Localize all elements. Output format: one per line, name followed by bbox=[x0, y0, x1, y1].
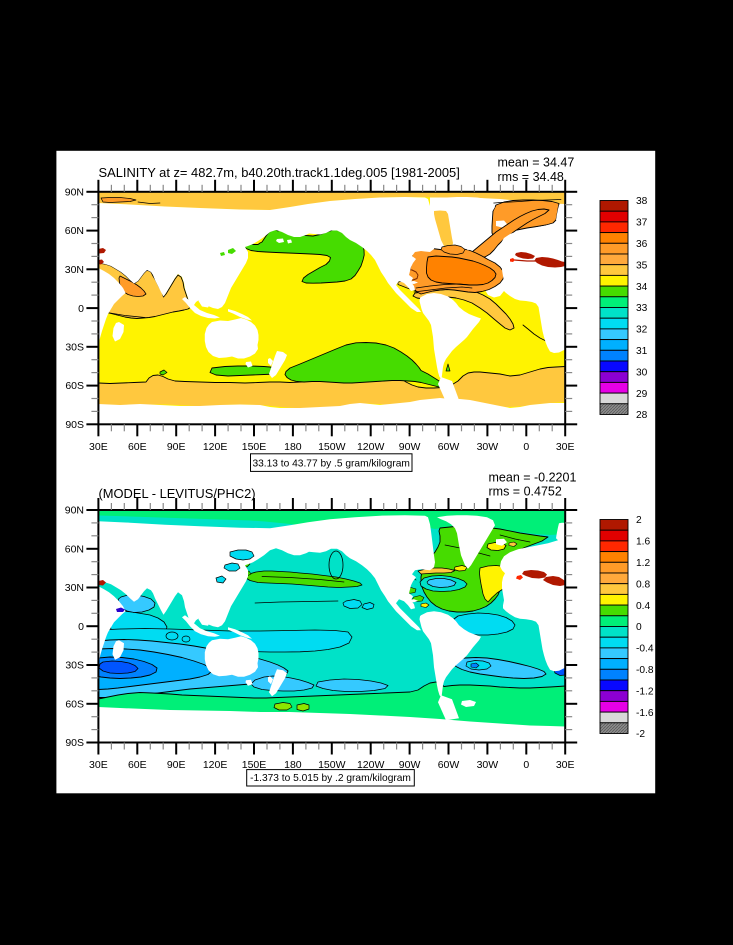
svg-text:30N: 30N bbox=[65, 264, 84, 276]
svg-text:30E: 30E bbox=[89, 441, 108, 453]
svg-text:60N: 60N bbox=[65, 225, 84, 237]
svg-text:30E: 30E bbox=[89, 759, 108, 771]
svg-text:90E: 90E bbox=[167, 759, 186, 771]
svg-text:-1.373 to 5.015 by .2 gram/kil: -1.373 to 5.015 by .2 gram/kilogram bbox=[250, 773, 411, 784]
svg-text:150W: 150W bbox=[318, 759, 346, 771]
svg-text:90E: 90E bbox=[167, 441, 186, 453]
svg-text:(MODEL - LEVITUS/PHC2): (MODEL - LEVITUS/PHC2) bbox=[99, 486, 256, 501]
svg-text:60S: 60S bbox=[65, 699, 84, 711]
svg-text:-1.2: -1.2 bbox=[636, 686, 654, 697]
svg-text:2: 2 bbox=[636, 515, 642, 526]
svg-text:30E: 30E bbox=[556, 759, 575, 771]
svg-text:38: 38 bbox=[636, 196, 648, 207]
svg-text:30: 30 bbox=[636, 367, 648, 378]
svg-text:mean = 34.47: mean = 34.47 bbox=[498, 156, 575, 170]
svg-text:60S: 60S bbox=[65, 380, 84, 392]
svg-text:60W: 60W bbox=[438, 441, 460, 453]
svg-text:150E: 150E bbox=[242, 759, 267, 771]
svg-text:0.8: 0.8 bbox=[636, 579, 650, 590]
svg-text:36: 36 bbox=[636, 239, 648, 250]
svg-text:-1.6: -1.6 bbox=[636, 708, 654, 719]
svg-text:90N: 90N bbox=[65, 187, 84, 199]
svg-text:31: 31 bbox=[636, 346, 648, 357]
svg-text:30S: 30S bbox=[65, 342, 84, 354]
svg-text:0: 0 bbox=[523, 759, 529, 771]
svg-text:60E: 60E bbox=[128, 759, 147, 771]
svg-text:90W: 90W bbox=[399, 759, 421, 771]
svg-text:-2: -2 bbox=[636, 729, 645, 740]
svg-text:90N: 90N bbox=[65, 505, 84, 517]
svg-text:150W: 150W bbox=[318, 441, 346, 453]
svg-text:1.6: 1.6 bbox=[636, 537, 650, 548]
svg-text:180: 180 bbox=[284, 441, 302, 453]
svg-text:120W: 120W bbox=[357, 759, 385, 771]
svg-text:33: 33 bbox=[636, 303, 648, 314]
svg-text:34: 34 bbox=[636, 282, 648, 293]
svg-text:120E: 120E bbox=[203, 759, 228, 771]
svg-text:SALINITY at z= 482.7m, b40.20t: SALINITY at z= 482.7m, b40.20th.track1.1… bbox=[99, 165, 460, 180]
svg-text:0.4: 0.4 bbox=[636, 601, 650, 612]
svg-text:-0.8: -0.8 bbox=[636, 665, 654, 676]
svg-text:90W: 90W bbox=[399, 441, 421, 453]
svg-text:150E: 150E bbox=[242, 441, 267, 453]
svg-text:120W: 120W bbox=[357, 441, 385, 453]
svg-text:30S: 30S bbox=[65, 660, 84, 672]
svg-text:60W: 60W bbox=[438, 759, 460, 771]
svg-text:0: 0 bbox=[636, 622, 642, 633]
svg-text:mean = -0.2201: mean = -0.2201 bbox=[489, 471, 577, 485]
svg-text:29: 29 bbox=[636, 389, 648, 400]
svg-text:0: 0 bbox=[523, 441, 529, 453]
svg-text:-0.4: -0.4 bbox=[636, 644, 654, 655]
svg-text:rms = 0.4752: rms = 0.4752 bbox=[489, 485, 562, 499]
svg-text:30W: 30W bbox=[477, 441, 499, 453]
svg-text:180: 180 bbox=[284, 759, 302, 771]
svg-text:1.2: 1.2 bbox=[636, 558, 650, 569]
svg-text:60E: 60E bbox=[128, 441, 147, 453]
svg-text:0: 0 bbox=[78, 621, 84, 633]
svg-text:28: 28 bbox=[636, 410, 648, 421]
svg-text:35: 35 bbox=[636, 260, 648, 271]
svg-text:30E: 30E bbox=[556, 441, 575, 453]
svg-text:120E: 120E bbox=[203, 441, 228, 453]
svg-text:30W: 30W bbox=[477, 759, 499, 771]
svg-text:32: 32 bbox=[636, 325, 648, 336]
svg-text:37: 37 bbox=[636, 218, 648, 229]
svg-text:30N: 30N bbox=[65, 582, 84, 594]
svg-text:0: 0 bbox=[78, 303, 84, 315]
svg-text:90S: 90S bbox=[65, 419, 84, 431]
svg-text:60N: 60N bbox=[65, 544, 84, 556]
svg-text:rms = 34.48: rms = 34.48 bbox=[498, 170, 564, 184]
svg-text:33.13 to 43.77 by .5 gram/kilo: 33.13 to 43.77 by .5 gram/kilogram bbox=[252, 458, 409, 469]
svg-text:90S: 90S bbox=[65, 737, 84, 749]
